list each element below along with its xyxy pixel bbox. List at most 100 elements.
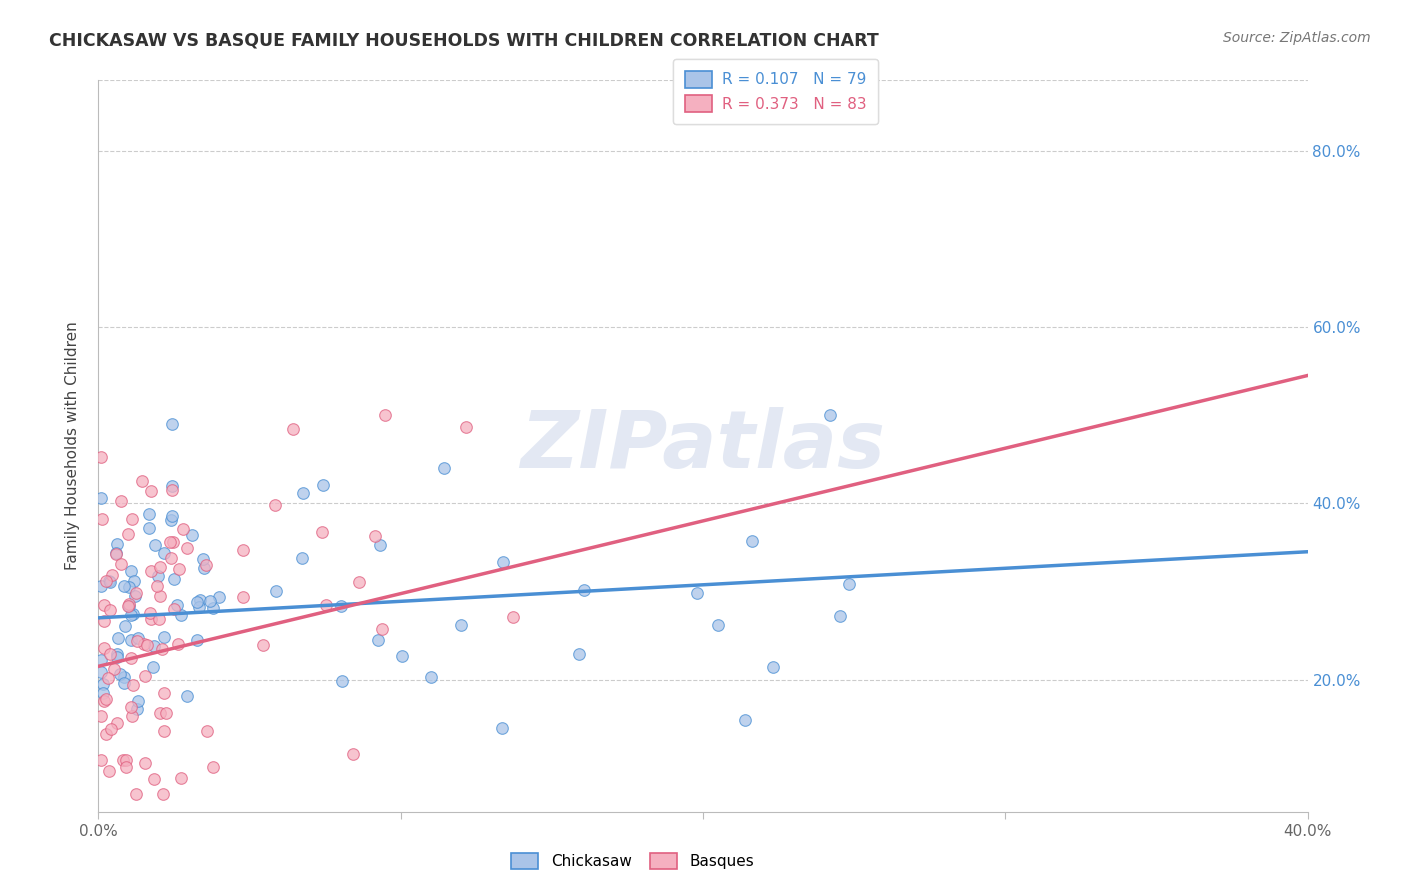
Point bbox=[155, 706, 177, 721]
Point bbox=[115, 753, 138, 767]
Point bbox=[114, 619, 136, 633]
Point bbox=[193, 560, 215, 574]
Point bbox=[232, 542, 254, 557]
Point bbox=[98, 574, 121, 588]
Point bbox=[167, 562, 190, 576]
Point bbox=[120, 650, 142, 665]
Legend: R = 0.107   N = 79, R = 0.373   N = 83: R = 0.107 N = 79, R = 0.373 N = 83 bbox=[672, 59, 879, 124]
Point bbox=[315, 598, 337, 612]
Point bbox=[734, 714, 756, 728]
Point bbox=[90, 709, 112, 723]
Point bbox=[160, 483, 183, 497]
Point bbox=[142, 640, 165, 654]
Point bbox=[312, 477, 335, 491]
Point bbox=[160, 479, 183, 493]
Text: ZIPatlas: ZIPatlas bbox=[520, 407, 886, 485]
Point bbox=[370, 623, 392, 637]
Point bbox=[195, 558, 218, 572]
Point bbox=[93, 640, 115, 655]
Point bbox=[127, 701, 149, 715]
Point bbox=[117, 527, 139, 541]
Point bbox=[120, 700, 142, 714]
Point bbox=[124, 589, 146, 603]
Point bbox=[117, 599, 139, 613]
Point bbox=[162, 535, 184, 549]
Point bbox=[93, 615, 115, 629]
Point bbox=[108, 667, 131, 681]
Text: CHICKASAW VS BASQUE FAMILY HOUSEHOLDS WITH CHILDREN CORRELATION CHART: CHICKASAW VS BASQUE FAMILY HOUSEHOLDS WI… bbox=[49, 31, 879, 49]
Y-axis label: Family Households with Children: Family Households with Children bbox=[65, 322, 80, 570]
Point bbox=[762, 660, 785, 674]
Point bbox=[456, 420, 478, 434]
Point bbox=[93, 598, 115, 612]
Point bbox=[170, 607, 193, 622]
Point bbox=[198, 594, 221, 608]
Point bbox=[568, 647, 591, 661]
Point bbox=[347, 575, 370, 590]
Point bbox=[149, 589, 172, 603]
Point bbox=[114, 759, 136, 773]
Point bbox=[110, 557, 132, 571]
Point bbox=[105, 547, 128, 561]
Point bbox=[100, 722, 122, 736]
Point bbox=[134, 669, 156, 683]
Point bbox=[153, 630, 176, 644]
Point bbox=[101, 567, 124, 582]
Point bbox=[146, 568, 169, 582]
Point bbox=[201, 601, 224, 615]
Point bbox=[91, 512, 114, 526]
Point bbox=[153, 686, 176, 700]
Point bbox=[176, 541, 198, 555]
Point bbox=[138, 508, 160, 522]
Point bbox=[197, 723, 219, 738]
Point bbox=[186, 633, 208, 648]
Point bbox=[169, 772, 191, 786]
Point bbox=[90, 653, 112, 667]
Point bbox=[105, 715, 128, 730]
Point bbox=[139, 606, 162, 620]
Point bbox=[292, 485, 315, 500]
Point bbox=[741, 533, 763, 548]
Point bbox=[90, 450, 112, 464]
Point bbox=[120, 608, 142, 623]
Point bbox=[127, 631, 149, 645]
Point bbox=[118, 599, 141, 613]
Point bbox=[143, 538, 166, 552]
Legend: Chickasaw, Basques: Chickasaw, Basques bbox=[505, 847, 761, 875]
Point bbox=[208, 590, 231, 604]
Point bbox=[291, 551, 314, 566]
Point bbox=[176, 689, 198, 703]
Point bbox=[367, 633, 389, 648]
Point bbox=[838, 577, 860, 591]
Point bbox=[141, 564, 163, 578]
Point bbox=[163, 572, 186, 586]
Point bbox=[90, 491, 112, 506]
Point bbox=[159, 535, 181, 549]
Point bbox=[97, 764, 120, 778]
Point bbox=[112, 753, 135, 767]
Point bbox=[122, 678, 145, 692]
Point bbox=[232, 590, 254, 604]
Point bbox=[121, 512, 143, 526]
Point bbox=[160, 417, 183, 431]
Point bbox=[160, 513, 183, 527]
Point bbox=[136, 638, 159, 652]
Point bbox=[162, 509, 184, 524]
Point bbox=[107, 631, 129, 645]
Point bbox=[707, 618, 730, 632]
Point bbox=[492, 555, 515, 569]
Point bbox=[391, 649, 413, 664]
Point bbox=[191, 551, 214, 566]
Point bbox=[188, 593, 211, 607]
Point bbox=[121, 709, 143, 723]
Point bbox=[281, 422, 304, 436]
Point bbox=[122, 607, 145, 621]
Point bbox=[90, 578, 112, 592]
Point bbox=[122, 574, 145, 589]
Point bbox=[142, 772, 165, 786]
Point bbox=[148, 612, 170, 626]
Point bbox=[153, 724, 176, 739]
Point bbox=[202, 760, 225, 774]
Point bbox=[107, 647, 129, 661]
Point bbox=[311, 525, 333, 540]
